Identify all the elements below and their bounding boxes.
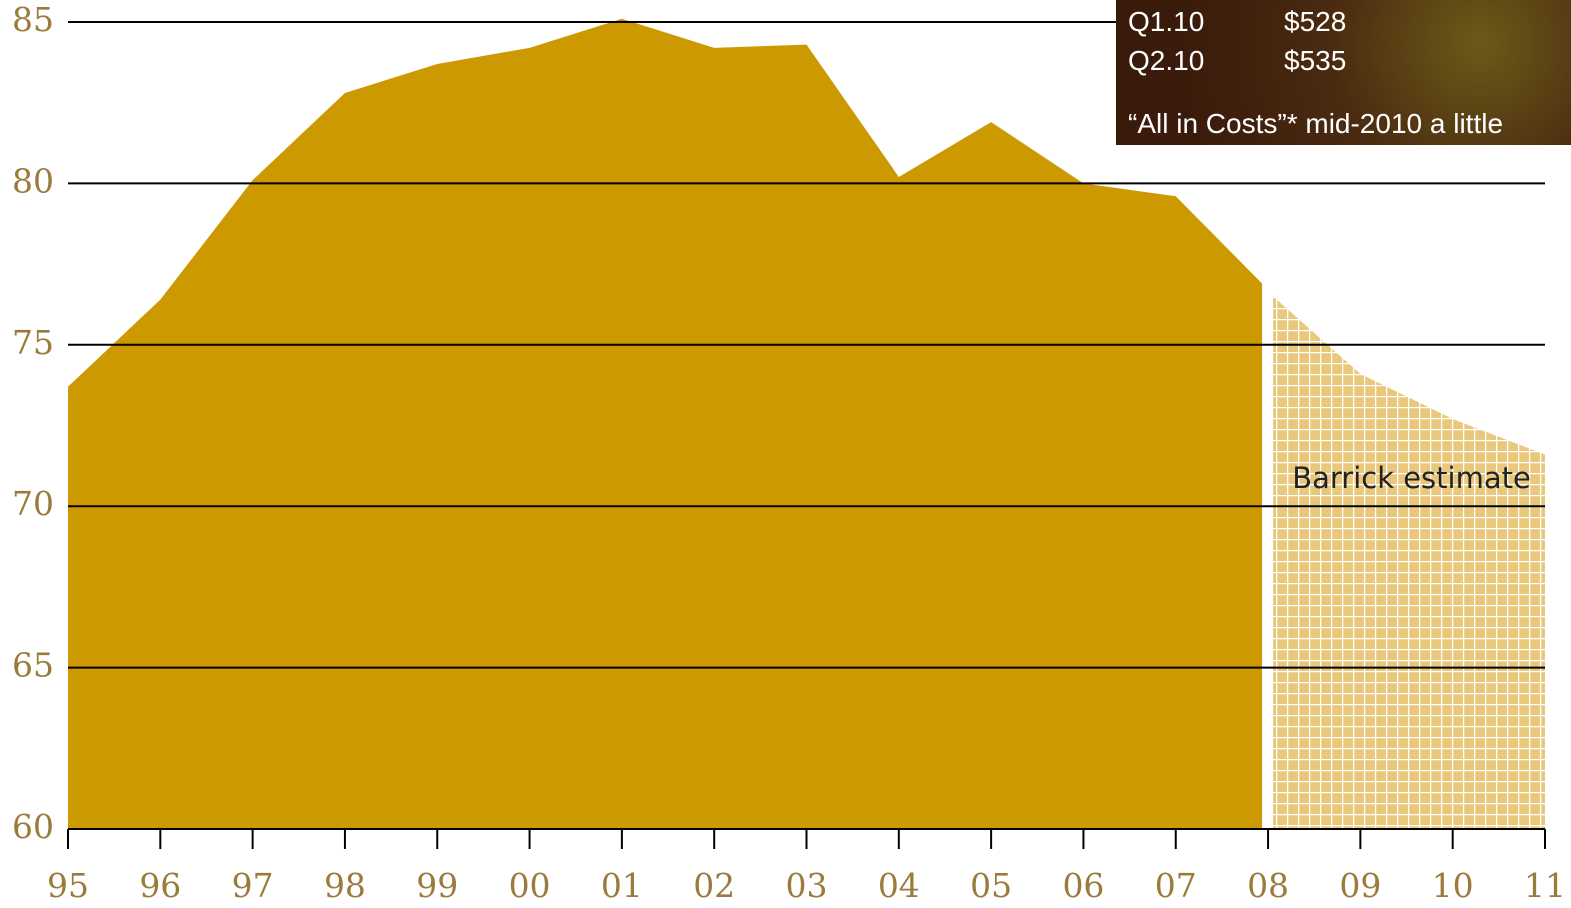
y-tick-label: 65 bbox=[12, 646, 54, 685]
x-tick-label: 04 bbox=[878, 866, 920, 905]
inset-value: $528 bbox=[1284, 6, 1347, 37]
x-tick-label: 96 bbox=[139, 866, 181, 905]
x-tick-label: 99 bbox=[416, 866, 458, 905]
inset-box: Q1.10 $528 Q2.10 $535 “All in Costs”* mid-… bbox=[1116, 0, 1571, 145]
x-tick-label: 10 bbox=[1432, 866, 1474, 905]
x-tick-label: 06 bbox=[1062, 866, 1104, 905]
inset-row: Q2.10 $535 bbox=[1128, 45, 1346, 77]
inset-value: $535 bbox=[1284, 45, 1347, 76]
area bbox=[1273, 296, 1545, 829]
inset-row: Q1.10 $528 bbox=[1128, 6, 1346, 38]
x-tick-label: 98 bbox=[324, 866, 366, 905]
x-tick-label: 08 bbox=[1247, 866, 1289, 905]
annotation: Barrick estimate bbox=[1292, 461, 1531, 495]
x-tick-label: 11 bbox=[1524, 866, 1566, 905]
y-tick-label: 70 bbox=[12, 484, 54, 523]
x-tick-label: 09 bbox=[1339, 866, 1381, 905]
x-tick-label: 01 bbox=[601, 866, 643, 905]
x-tick-label: 02 bbox=[693, 866, 735, 905]
x-tick-label: 03 bbox=[786, 866, 828, 905]
y-tick-label: 60 bbox=[12, 807, 54, 846]
x-tick-label: 05 bbox=[970, 866, 1012, 905]
y-tick-label: 75 bbox=[12, 323, 54, 362]
y-tick-label: 85 bbox=[12, 0, 54, 39]
x-tick-label: 95 bbox=[47, 866, 89, 905]
area bbox=[68, 18, 1263, 830]
x-tick-label: 00 bbox=[509, 866, 551, 905]
inset-note: “All in Costs”* mid-2010 a little bbox=[1128, 108, 1504, 139]
y-tick-label: 80 bbox=[12, 161, 54, 200]
x-tick-label: 97 bbox=[232, 866, 274, 905]
x-tick-label: 07 bbox=[1155, 866, 1197, 905]
inset-label: Q2.10 bbox=[1128, 45, 1205, 76]
inset-label: Q1.10 bbox=[1128, 6, 1205, 37]
